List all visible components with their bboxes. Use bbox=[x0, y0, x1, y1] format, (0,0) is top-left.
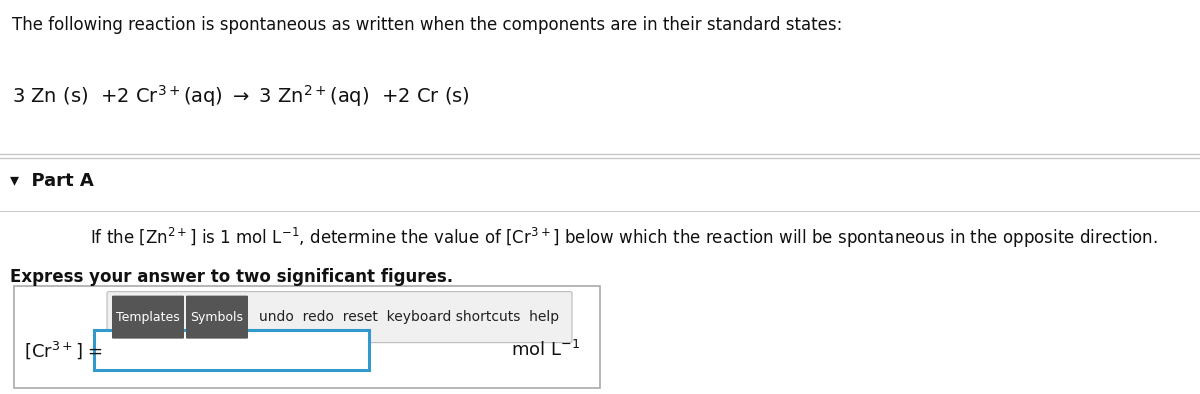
Text: If the $[\mathrm{Zn^{2+}}]$ is 1 mol L$^{-1}$, determine the value of $[\mathrm{: If the $[\mathrm{Zn^{2+}}]$ is 1 mol L$^… bbox=[90, 226, 1158, 250]
Bar bbox=[14, 286, 600, 388]
Text: Express your answer to two significant figures.: Express your answer to two significant f… bbox=[10, 268, 454, 286]
Text: Symbols: Symbols bbox=[191, 310, 244, 323]
Bar bbox=[94, 330, 370, 370]
FancyBboxPatch shape bbox=[107, 292, 572, 343]
Text: 3 Zn (s)  +2 Cr$^{3+}$(aq) $\rightarrow$ 3 Zn$^{2+}$(aq)  +2 Cr (s): 3 Zn (s) +2 Cr$^{3+}$(aq) $\rightarrow$ … bbox=[12, 84, 470, 110]
Text: Templates: Templates bbox=[116, 310, 180, 323]
Text: $[\mathrm{Cr^{3+}}]$ =: $[\mathrm{Cr^{3+}}]$ = bbox=[24, 339, 103, 361]
Text: mol L$^{-1}$: mol L$^{-1}$ bbox=[511, 340, 580, 360]
FancyBboxPatch shape bbox=[186, 296, 248, 338]
Text: undo  redo  reset  keyboard shortcuts  help: undo redo reset keyboard shortcuts help bbox=[259, 310, 559, 324]
FancyBboxPatch shape bbox=[112, 296, 184, 338]
Text: The following reaction is spontaneous as written when the components are in thei: The following reaction is spontaneous as… bbox=[12, 16, 842, 33]
Text: ▾  Part A: ▾ Part A bbox=[10, 172, 94, 190]
